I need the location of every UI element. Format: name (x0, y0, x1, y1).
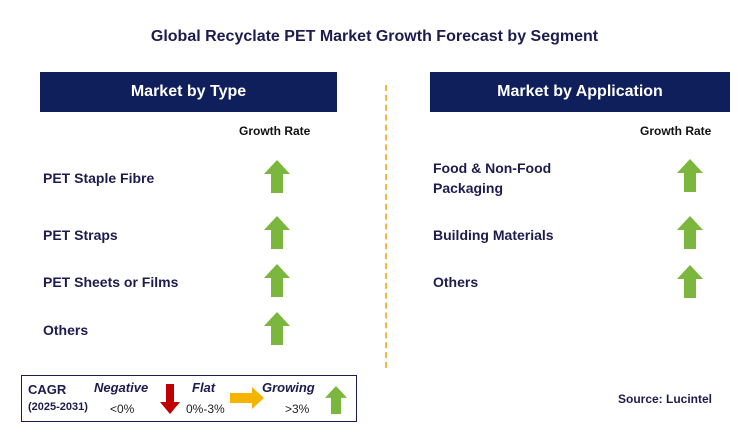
market-by-type-header-label: Market by Type (130, 83, 247, 100)
right-row-label-1-line2: Packaging (433, 180, 504, 196)
legend-negative-label: Negative (94, 380, 149, 395)
growing-arrow-icon (677, 159, 703, 192)
left-row-label-2: PET Straps (43, 227, 118, 243)
growing-arrow-icon (264, 160, 290, 193)
left-row-label-1: PET Staple Fibre (43, 170, 155, 186)
legend-period-label: (2025-2031) (28, 401, 88, 413)
legend-growing-label: Growing (262, 380, 315, 395)
legend-growing-value: >3% (285, 402, 310, 416)
left-growth-rate-header: Growth Rate (239, 124, 311, 138)
cagr-legend: CAGR (2025-2031) Negative <0% Flat 0%-3%… (21, 375, 357, 422)
right-row-label-3: Others (433, 274, 479, 290)
market-by-application-header-label: Market by Application (497, 83, 663, 100)
growing-arrow-icon (677, 265, 703, 298)
market-by-application-header: Market by Application (430, 72, 730, 112)
right-growth-rate-header: Growth Rate (640, 124, 712, 138)
right-row-label-1: Food & Non-Food Packaging (433, 158, 551, 198)
growing-arrow-icon (264, 264, 290, 297)
source-note: Source: Lucintel (618, 392, 713, 406)
growing-arrow-icon (677, 216, 703, 249)
market-by-type-header: Market by Type (40, 72, 337, 112)
legend-cagr-label: CAGR (28, 382, 67, 397)
growing-arrow-icon (264, 216, 290, 249)
legend-flat-value: 0%-3% (186, 402, 225, 416)
flat-arrow-icon (230, 387, 264, 409)
left-row-label-4: Others (43, 322, 89, 338)
legend-flat-label: Flat (192, 380, 216, 395)
legend-negative-value: <0% (110, 402, 135, 416)
panel-divider (385, 85, 387, 368)
chart-title: Global Recyclate PET Market Growth Forec… (150, 28, 599, 45)
left-row-label-3: PET Sheets or Films (43, 274, 179, 290)
growing-arrow-icon (325, 386, 347, 414)
right-row-label-2: Building Materials (433, 227, 554, 243)
right-row-label-1-line1: Food & Non-Food (433, 160, 552, 176)
growing-arrow-icon (264, 312, 290, 345)
negative-arrow-icon (160, 384, 180, 414)
